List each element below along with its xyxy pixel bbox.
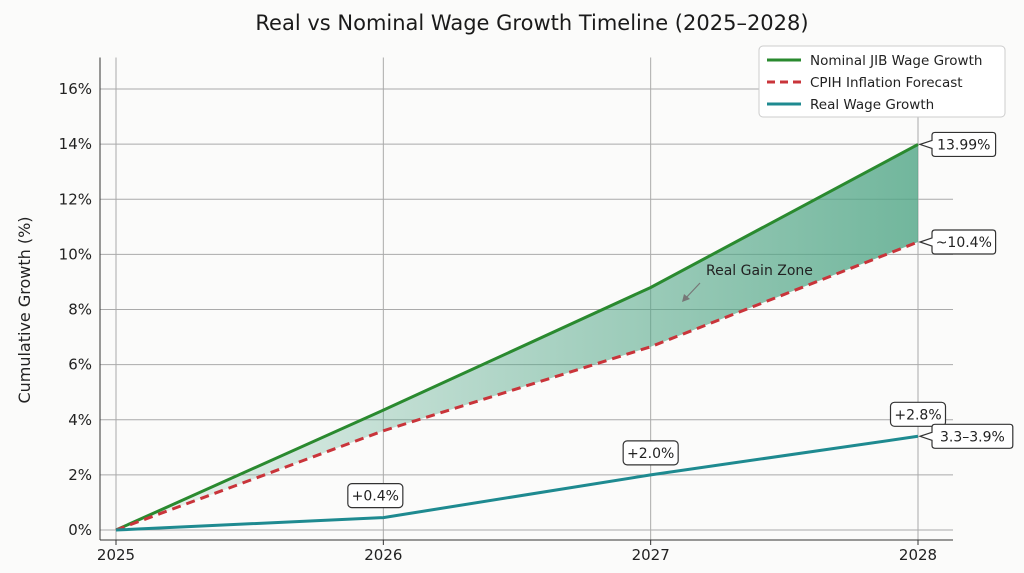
y-tick-label: 8% [68, 301, 92, 319]
x-tick-label: 2026 [364, 546, 402, 564]
data-label-text: +0.4% [352, 489, 399, 505]
series-line-nominal-jib-wage-growth [115, 143, 919, 532]
chart-title: Real vs Nominal Wage Growth Timeline (20… [255, 11, 808, 35]
y-axis-label: Cumulative Growth (%) [15, 216, 34, 403]
series-line-real-wage-growth [115, 434, 919, 532]
data-label-box [918, 423, 1014, 449]
data-label: 13.99% [918, 131, 997, 158]
y-tick-label: 10% [59, 245, 92, 263]
arrow-head-icon [682, 294, 690, 302]
legend-label: CPIH Inflation Forecast [810, 75, 963, 91]
series-line-cpih-inflation-forecast [115, 240, 919, 532]
data-label-text: 3.3–3.9% [940, 429, 1005, 445]
data-label: ~10.4% [918, 229, 997, 255]
data-label: +2.8% [889, 401, 947, 427]
data-label: 3.3–3.9% [918, 423, 1014, 449]
legend-label: Real Wage Growth [810, 97, 934, 113]
legend-box [758, 45, 1006, 118]
data-label-box [918, 131, 997, 158]
annotations: +0.4% +2.0% +2.8% 13.99% ~10.4% 3.3–3.9% [347, 131, 1014, 509]
plot-area [115, 143, 919, 532]
data-label-text: +2.0% [627, 446, 674, 462]
grid [100, 57, 953, 540]
real-gain-zone-label: Real Gain Zone [706, 263, 813, 279]
data-label-text: +2.8% [894, 407, 941, 423]
y-tick-label: 6% [68, 356, 92, 374]
y-tick-label: 12% [59, 190, 92, 208]
data-label-box [622, 440, 679, 466]
ticks: 0% 2% 4% 6% 8% 10% 12% 14% 16% 2025 2026 2027 2028 [59, 57, 953, 564]
legend-label: Nominal JIB Wage Growth [810, 53, 982, 69]
data-label: +2.0% [622, 440, 679, 466]
x-tick-label: 2025 [97, 546, 135, 564]
data-label-box [347, 482, 404, 509]
y-tick-label: 14% [59, 135, 92, 153]
y-tick-label: 16% [59, 80, 92, 98]
data-label: +0.4% [347, 482, 404, 509]
x-tick-label: 2028 [899, 546, 937, 564]
y-tick-label: 0% [68, 521, 92, 539]
data-label-text: 13.99% [937, 137, 990, 153]
data-label-box [889, 401, 947, 427]
y-tick-label: 2% [68, 466, 92, 484]
x-tick-label: 2027 [632, 546, 670, 564]
real-gain-zone-fill [116, 144, 918, 530]
y-tick-label: 4% [68, 411, 92, 429]
data-label-box [918, 229, 997, 255]
data-label-text: ~10.4% [936, 235, 992, 251]
legend[interactable]: Nominal JIB Wage Growth CPIH Inflation Fo… [758, 45, 1006, 118]
